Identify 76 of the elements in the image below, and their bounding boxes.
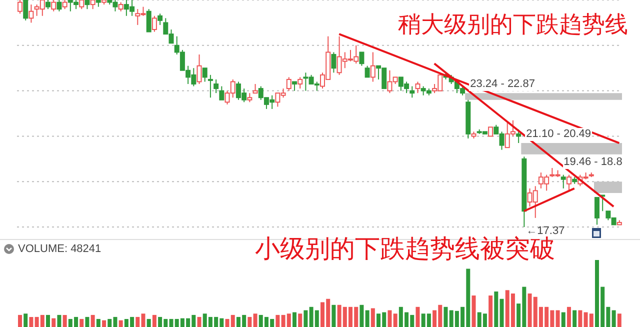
bar [62,314,67,327]
bar [292,312,296,327]
bar [24,314,28,327]
bar [80,318,84,327]
bar [90,314,95,327]
bar [298,314,302,327]
bar [85,316,90,327]
band-label: 19.46 - 18.8 [562,156,624,169]
band-label: 21.10 - 20.49 [525,128,592,141]
candlestick [415,81,420,94]
bar [365,310,370,327]
candlestick [594,196,600,226]
candlestick [46,0,51,10]
bar [444,306,448,327]
bar [612,310,616,327]
bar [52,318,56,327]
bar [416,306,420,327]
candlestick [364,65,370,78]
chart-title: VOLUME: 48241 [18,243,102,255]
bar [248,316,252,327]
bar [253,314,258,327]
candlestick [84,0,90,10]
annotation: 稍大级别的下跌趋势线 [398,10,628,39]
bar [617,314,622,327]
candlestick [146,8,152,32]
bar [370,308,375,327]
bar [488,296,493,327]
candlestick [298,76,303,90]
candlestick [247,92,252,103]
bar [96,318,100,327]
candlestick [56,0,62,12]
candlestick [28,4,34,24]
candlestick [23,0,28,21]
bar [146,318,151,327]
candlestick [566,174,572,192]
bar [556,310,560,327]
candlestick [292,81,297,92]
bar [152,314,156,327]
bar [360,304,364,327]
candlestick [202,68,208,82]
annotation: 小级别的下跌趋势线被突破 [255,234,555,265]
bar [494,291,498,327]
bar [393,314,398,327]
candlestick [286,76,292,92]
bar [332,304,336,327]
candlestick [152,15,157,32]
bar [500,298,504,327]
annotation: ←17.37 [526,224,565,237]
candlestick [331,52,336,74]
candlestick [410,86,415,98]
candlestick [196,54,202,84]
candlestick [359,52,364,66]
bar [276,314,280,327]
bar [304,310,308,327]
bar [566,306,571,327]
candlestick [370,52,376,82]
bar [102,320,106,327]
candlestick [560,174,566,189]
candlestick [214,78,219,94]
bar [118,320,123,327]
bar [472,296,476,327]
candlestick [219,86,224,100]
bar [29,316,34,327]
bar [46,314,50,327]
candlestick [158,13,163,26]
bar [572,310,577,327]
bar [18,314,22,327]
bar [578,310,582,327]
bar [57,314,62,327]
bar [388,310,392,327]
candlestick [208,74,213,98]
candlestick [252,83,258,94]
band-label: 23.24 - 22.87 [469,78,536,92]
bar [197,316,202,327]
bar [561,312,566,327]
candlestick [488,126,494,137]
